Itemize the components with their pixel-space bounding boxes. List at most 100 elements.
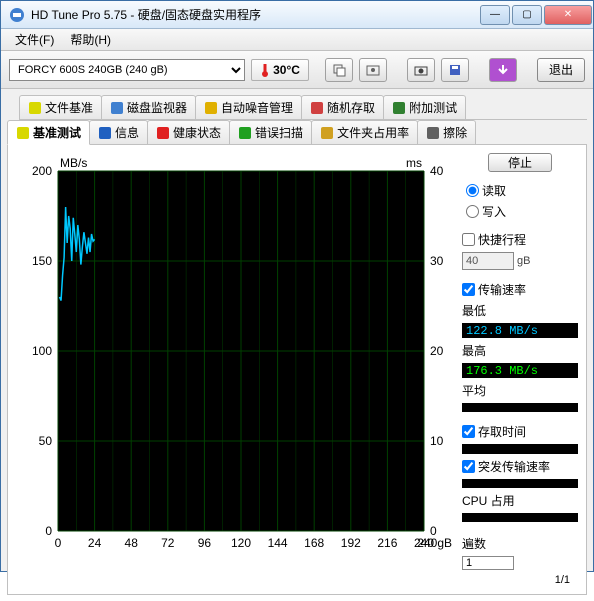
tab-icon xyxy=(98,126,112,140)
passes-input[interactable] xyxy=(462,556,514,570)
passes-label: 遍数 xyxy=(462,535,578,552)
max-value: 176.3 MB/s xyxy=(462,363,578,378)
cpu-value xyxy=(462,513,578,522)
chart-svg: 0244872961201441681922162400050101002015… xyxy=(16,153,454,553)
temperature-display: 30°C xyxy=(251,59,309,81)
svg-text:50: 50 xyxy=(39,434,53,448)
tab-基准测试[interactable]: 基准测试 xyxy=(7,120,90,145)
svg-text:40: 40 xyxy=(430,164,444,178)
accesstime-value xyxy=(462,444,578,453)
transfer-label: 传输速率 xyxy=(478,281,526,298)
svg-text:150: 150 xyxy=(32,254,52,268)
download-button[interactable] xyxy=(489,58,517,82)
svg-text:0: 0 xyxy=(45,524,52,538)
tab-擦除[interactable]: 擦除 xyxy=(417,120,476,144)
tab-错误扫描[interactable]: 错误扫描 xyxy=(229,120,312,144)
tab-信息[interactable]: 信息 xyxy=(89,120,148,144)
menu-file[interactable]: 文件(F) xyxy=(7,29,62,50)
toolbar: FORCY 600S 240GB (240 gB) 30°C 退出 xyxy=(1,51,593,89)
temperature-value: 30°C xyxy=(273,63,300,77)
maximize-button[interactable]: ▢ xyxy=(512,5,542,25)
avg-value xyxy=(462,403,578,412)
svg-text:24: 24 xyxy=(88,536,102,550)
shortstroke-label: 快捷行程 xyxy=(478,231,526,248)
pass-count: 1/1 xyxy=(462,574,578,586)
svg-text:72: 72 xyxy=(161,536,175,550)
accesstime-label: 存取时间 xyxy=(478,423,526,440)
min-value: 122.8 MB/s xyxy=(462,323,578,338)
svg-text:30: 30 xyxy=(430,254,444,268)
svg-text:100: 100 xyxy=(32,344,52,358)
menubar: 文件(F) 帮助(H) xyxy=(1,29,593,51)
tab-icon xyxy=(426,126,440,140)
avg-label: 平均 xyxy=(462,382,578,399)
burst-checkbox[interactable] xyxy=(462,460,475,473)
drive-select[interactable]: FORCY 600S 240GB (240 gB) xyxy=(9,59,245,81)
tab-附加测试[interactable]: 附加测试 xyxy=(383,95,466,119)
tab-body-benchmark: 0244872961201441681922162400050101002015… xyxy=(7,145,587,595)
svg-text:10: 10 xyxy=(430,434,444,448)
read-label: 读取 xyxy=(482,182,506,199)
exit-button[interactable]: 退出 xyxy=(537,58,585,82)
burst-label: 突发传输速率 xyxy=(478,458,550,475)
svg-text:240gB: 240gB xyxy=(417,536,452,550)
tab-icon xyxy=(28,101,42,115)
transfer-checkbox[interactable] xyxy=(462,283,475,296)
close-button[interactable]: ✕ xyxy=(544,5,592,25)
minimize-button[interactable]: — xyxy=(480,5,510,25)
svg-text:0: 0 xyxy=(55,536,62,550)
window-buttons: — ▢ ✕ xyxy=(479,5,593,25)
svg-text:120: 120 xyxy=(231,536,251,550)
tab-自动噪音管理[interactable]: 自动噪音管理 xyxy=(195,95,302,119)
tab-icon xyxy=(16,126,30,140)
tab-icon xyxy=(238,126,252,140)
write-radio[interactable] xyxy=(466,205,479,218)
burst-value xyxy=(462,479,578,488)
tab-icon xyxy=(320,126,334,140)
content-area: 文件基准磁盘监视器自动噪音管理随机存取附加测试 基准测试信息健康状态错误扫描文件… xyxy=(1,89,593,601)
thermometer-icon xyxy=(260,63,270,77)
tab-磁盘监视器[interactable]: 磁盘监视器 xyxy=(101,95,196,119)
svg-text:20: 20 xyxy=(430,344,444,358)
app-window: HD Tune Pro 5.75 - 硬盘/固态硬盘实用程序 — ▢ ✕ 文件(… xyxy=(0,0,594,572)
screenshot-button[interactable] xyxy=(359,58,387,82)
tab-row-2: 基准测试信息健康状态错误扫描文件夹占用率擦除 xyxy=(7,120,587,145)
tab-文件基准[interactable]: 文件基准 xyxy=(19,95,102,119)
menu-help[interactable]: 帮助(H) xyxy=(62,29,119,50)
svg-text:216: 216 xyxy=(377,536,397,550)
tab-icon xyxy=(204,101,218,115)
save-button[interactable] xyxy=(441,58,469,82)
svg-text:96: 96 xyxy=(198,536,212,550)
tab-icon xyxy=(392,101,406,115)
svg-text:200: 200 xyxy=(32,164,52,178)
app-icon xyxy=(9,7,25,23)
svg-text:192: 192 xyxy=(341,536,361,550)
min-label: 最低 xyxy=(462,302,578,319)
accesstime-checkbox[interactable] xyxy=(462,425,475,438)
svg-text:168: 168 xyxy=(304,536,324,550)
write-label: 写入 xyxy=(482,203,506,220)
copy-button[interactable] xyxy=(325,58,353,82)
tab-icon xyxy=(310,101,324,115)
cpu-label: CPU 占用 xyxy=(462,492,578,509)
shortstroke-unit: gB xyxy=(517,255,530,267)
tab-icon xyxy=(156,126,170,140)
tab-健康状态[interactable]: 健康状态 xyxy=(147,120,230,144)
tab-随机存取[interactable]: 随机存取 xyxy=(301,95,384,119)
benchmark-chart: 0244872961201441681922162400050101002015… xyxy=(16,153,454,586)
titlebar: HD Tune Pro 5.75 - 硬盘/固态硬盘实用程序 — ▢ ✕ xyxy=(1,1,593,29)
tab-文件夹占用率[interactable]: 文件夹占用率 xyxy=(311,120,418,144)
stop-button[interactable]: 停止 xyxy=(488,153,552,172)
svg-text:MB/s: MB/s xyxy=(60,156,87,170)
max-label: 最高 xyxy=(462,342,578,359)
read-radio[interactable] xyxy=(466,184,479,197)
title-text: HD Tune Pro 5.75 - 硬盘/固态硬盘实用程序 xyxy=(31,6,479,23)
shortstroke-input xyxy=(462,252,514,270)
shortstroke-checkbox[interactable] xyxy=(462,233,475,246)
camera-button[interactable] xyxy=(407,58,435,82)
tab-icon xyxy=(110,101,124,115)
svg-text:144: 144 xyxy=(268,536,288,550)
side-panel: 停止 读取 写入 快捷行程 gB 传输速率 最低 122.8 MB/s 最高 1… xyxy=(454,153,578,586)
svg-text:48: 48 xyxy=(125,536,139,550)
svg-text:ms: ms xyxy=(406,156,422,170)
